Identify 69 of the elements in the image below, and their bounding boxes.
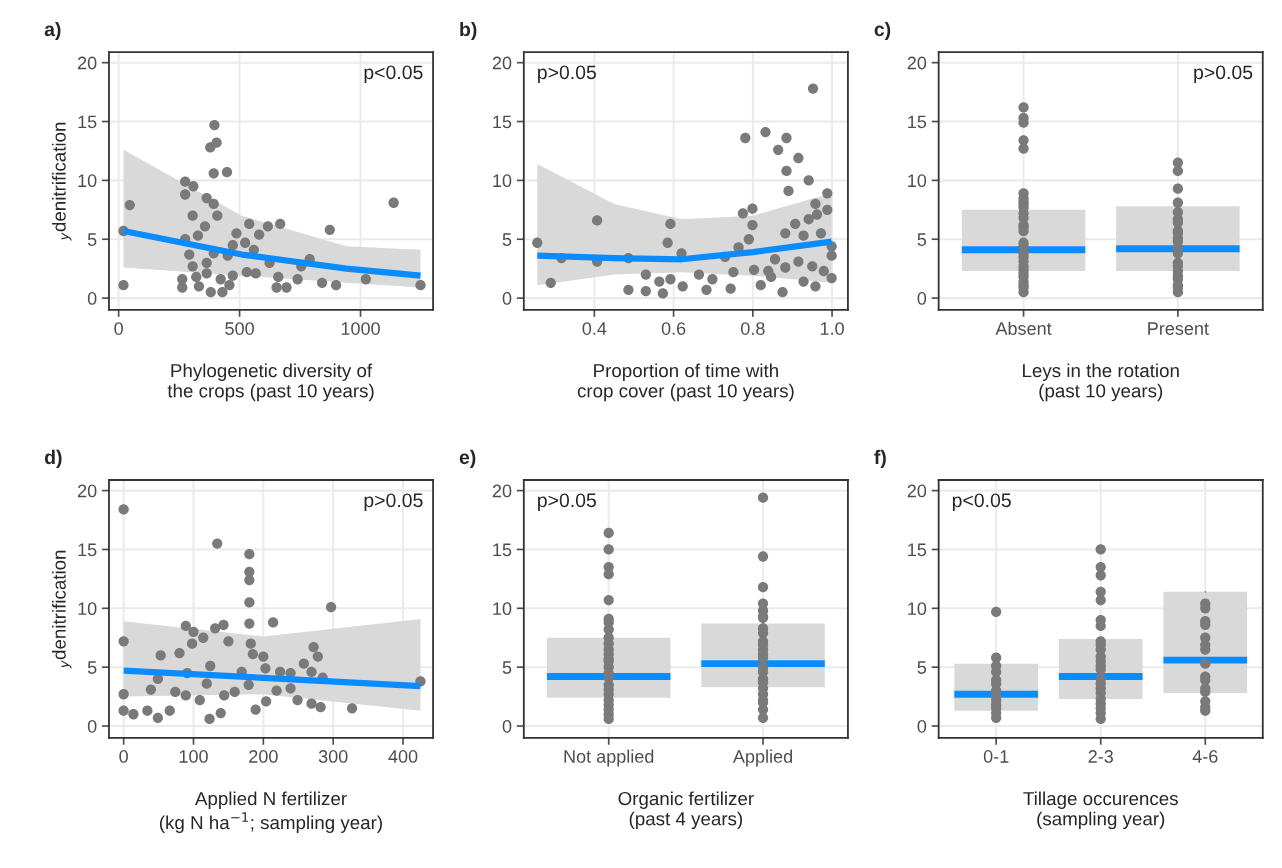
chart-title: c) — [874, 21, 891, 41]
x-axis-title: Phylogenetic diversity of the crops (past 10 years) — [167, 363, 374, 402]
x-tick-label: 0.6 — [661, 322, 686, 335]
y-tick-label: 15 — [493, 115, 512, 129]
chart-title: d) — [44, 449, 62, 468]
y-tick-label: 0 — [502, 292, 512, 305]
y-tick-label: 5 — [502, 233, 512, 246]
x-axis-title: Leys in the rotation (past 10 years) — [1023, 363, 1179, 402]
annotation: p>0.05 — [1194, 65, 1253, 84]
annotation: p>0.05 — [538, 493, 596, 512]
y-tick-label: 20 — [907, 484, 927, 498]
annotation: p<0.05 — [364, 65, 423, 84]
y-tick-label: 20 — [907, 56, 927, 70]
chart-title: a) — [44, 21, 61, 41]
x-tick-label: 500 — [225, 322, 254, 335]
y-tick-label: 5 — [917, 233, 927, 246]
x-tick-label: 300 — [318, 750, 348, 763]
x-tick-label: 0.4 — [582, 322, 607, 335]
y-tick-label: 5 — [917, 661, 927, 674]
y-tick-label: 10 — [78, 174, 97, 188]
y-tick-label: 10 — [78, 602, 97, 616]
y-tick-label: 0 — [87, 719, 97, 733]
x-tick-label: 400 — [388, 750, 418, 763]
y-tick-label: 15 — [78, 115, 97, 129]
chart-title: e) — [459, 449, 476, 468]
x-axis-title: Organic fertilizer (past 4 years) — [618, 791, 754, 830]
y-tick-label: 20 — [77, 56, 97, 70]
y-tick-label: 15 — [908, 115, 927, 129]
x-tick-label: 4-6 — [1192, 750, 1218, 763]
x-tick-label: Absent — [995, 321, 1052, 335]
y-tick-label: 0 — [917, 719, 927, 733]
x-tick-label: 0 — [114, 322, 123, 335]
y-tick-label: 20 — [492, 484, 512, 498]
x-tick-label: 2-3 — [1088, 750, 1113, 763]
x-tick-label: 1.0 — [820, 322, 844, 335]
y-tick-label: 10 — [908, 174, 927, 188]
y-tick-label: 10 — [493, 602, 512, 616]
y-tick-label: 15 — [78, 543, 97, 557]
x-tick-label: Present — [1148, 322, 1209, 335]
y-tick-label: 0 — [87, 292, 97, 305]
chart-title: f) — [874, 449, 886, 468]
annotation: p<0.05 — [952, 493, 1011, 512]
y-tick-label: 10 — [908, 602, 927, 616]
x-tick-label: 1000 — [341, 322, 380, 335]
y-axis-title: $_{y}$denitrification — [52, 550, 72, 669]
x-tick-label: 100 — [179, 750, 208, 763]
y-tick-label: 0 — [917, 292, 927, 305]
y-tick-label: 15 — [908, 543, 927, 557]
y-tick-label: 0 — [502, 719, 512, 733]
x-tick-label: 200 — [249, 750, 278, 763]
x-tick-label: Applied — [732, 749, 792, 767]
y-tick-label: 5 — [87, 233, 97, 246]
y-tick-label: 5 — [502, 661, 512, 674]
x-axis-title: Proportion of time with crop cover (past 10 years) — [577, 363, 794, 402]
y-tick-label: 5 — [87, 661, 97, 674]
x-tick-label: 0.8 — [740, 322, 765, 335]
x-axis-title: Tillage occurences (sampling year) — [1023, 791, 1178, 830]
annotation: p>0.05 — [364, 493, 423, 512]
y-tick-label: 20 — [77, 484, 97, 498]
y-tick-label: 15 — [493, 543, 512, 557]
y-tick-label: 10 — [493, 174, 512, 188]
x-tick-label: Not applied — [564, 749, 654, 767]
x-tick-label: 0-1 — [983, 750, 1009, 763]
annotation: p>0.05 — [538, 65, 596, 84]
x-tick-label: 0 — [119, 750, 128, 763]
x-axis-title: Applied N fertilizer (kg N ha$^{−1}$; sampling year) — [159, 791, 382, 833]
y-axis-title: $_{y}$denitrification — [52, 122, 72, 241]
chart-title: b) — [460, 21, 477, 41]
y-tick-label: 20 — [492, 56, 512, 70]
